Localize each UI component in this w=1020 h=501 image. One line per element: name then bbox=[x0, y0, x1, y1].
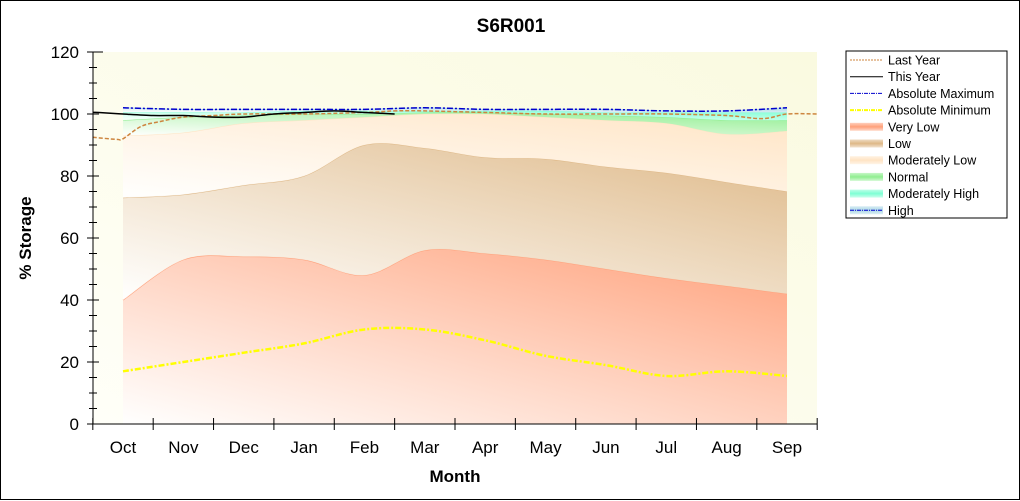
y-tick-label: 0 bbox=[70, 415, 79, 434]
legend-moderately-low-label: Moderately Low bbox=[888, 154, 977, 168]
legend-absolute-maximum-label: Absolute Maximum bbox=[888, 87, 994, 101]
legend-absolute-maximum: Absolute Maximum bbox=[850, 87, 994, 101]
band-low bbox=[123, 143, 787, 300]
series-absolute-maximum bbox=[122, 107, 788, 112]
legend-last-year: Last Year bbox=[850, 54, 940, 68]
legend-low: Low bbox=[850, 137, 912, 151]
series-this-year bbox=[92, 110, 395, 119]
legend-this-year-label: This Year bbox=[888, 70, 940, 84]
legend-very-low-label: Very Low bbox=[888, 120, 940, 134]
chart-title: S6R001 bbox=[477, 16, 546, 37]
y-axis-title: % Storage bbox=[16, 196, 35, 279]
legend-this-year: This Year bbox=[850, 70, 940, 84]
legend-moderately-high: Moderately High bbox=[850, 187, 979, 201]
legend-moderately-high-label: Moderately High bbox=[888, 187, 979, 201]
y-tick-label: 20 bbox=[60, 353, 79, 372]
legend-normal-swatch bbox=[850, 172, 883, 181]
x-tick-label: Jan bbox=[290, 438, 317, 457]
legend-normal: Normal bbox=[850, 170, 928, 184]
x-tick-label: Mar bbox=[410, 438, 440, 457]
legend-normal-label: Normal bbox=[888, 170, 928, 184]
band-high bbox=[123, 107, 787, 113]
legend-high: High bbox=[850, 204, 914, 218]
x-tick-label: Feb bbox=[350, 438, 379, 457]
y-tick-label: 80 bbox=[60, 167, 79, 186]
y-tick-label: 60 bbox=[60, 229, 79, 248]
legend-high-label: High bbox=[888, 204, 914, 218]
line-layer bbox=[92, 107, 818, 378]
legend-moderately-low-swatch bbox=[850, 156, 883, 165]
legend-very-low: Very Low bbox=[850, 120, 940, 134]
x-tick-label: Aug bbox=[712, 438, 742, 457]
x-tick-label: Jun bbox=[592, 438, 619, 457]
band-low-edge bbox=[122, 142, 788, 199]
axes: 0 20 40 60 80 100 120 Oct Nov Dec Jan Feb Mar Apr May J… bbox=[51, 43, 818, 457]
y-tick-label: 100 bbox=[51, 105, 79, 124]
x-tick-label: Nov bbox=[168, 438, 199, 457]
legend-absolute-minimum-label: Absolute Minimum bbox=[888, 104, 991, 118]
band-very-low bbox=[123, 249, 787, 424]
legend-very-low-swatch bbox=[850, 122, 883, 131]
legend-moderately-low: Moderately Low bbox=[850, 154, 977, 168]
x-tick-label: Apr bbox=[472, 438, 499, 457]
legend-moderately-high-swatch bbox=[850, 189, 883, 198]
series-absolute-minimum bbox=[122, 326, 788, 378]
x-axis-title: Month bbox=[430, 467, 481, 486]
x-tick-label: May bbox=[529, 438, 562, 457]
x-tick-label: Jul bbox=[655, 438, 677, 457]
band-moderately-low bbox=[123, 113, 787, 198]
y-tick-label: 120 bbox=[51, 43, 79, 62]
legend-low-label: Low bbox=[888, 137, 912, 151]
band-layer bbox=[122, 107, 788, 424]
series-last-year bbox=[92, 109, 818, 141]
x-tick-label: Oct bbox=[110, 438, 137, 457]
x-tick-label: Dec bbox=[229, 438, 260, 457]
legend-last-year-label: Last Year bbox=[888, 54, 940, 68]
legend-absolute-minimum: Absolute Minimum bbox=[850, 104, 991, 118]
legend-low-swatch bbox=[850, 139, 883, 148]
x-tick-label: Sep bbox=[772, 438, 802, 457]
legend: Last Year This Year Absolute Maximum Absolu… bbox=[845, 50, 1008, 219]
y-tick-label: 40 bbox=[60, 291, 79, 310]
band-normal bbox=[123, 112, 787, 136]
